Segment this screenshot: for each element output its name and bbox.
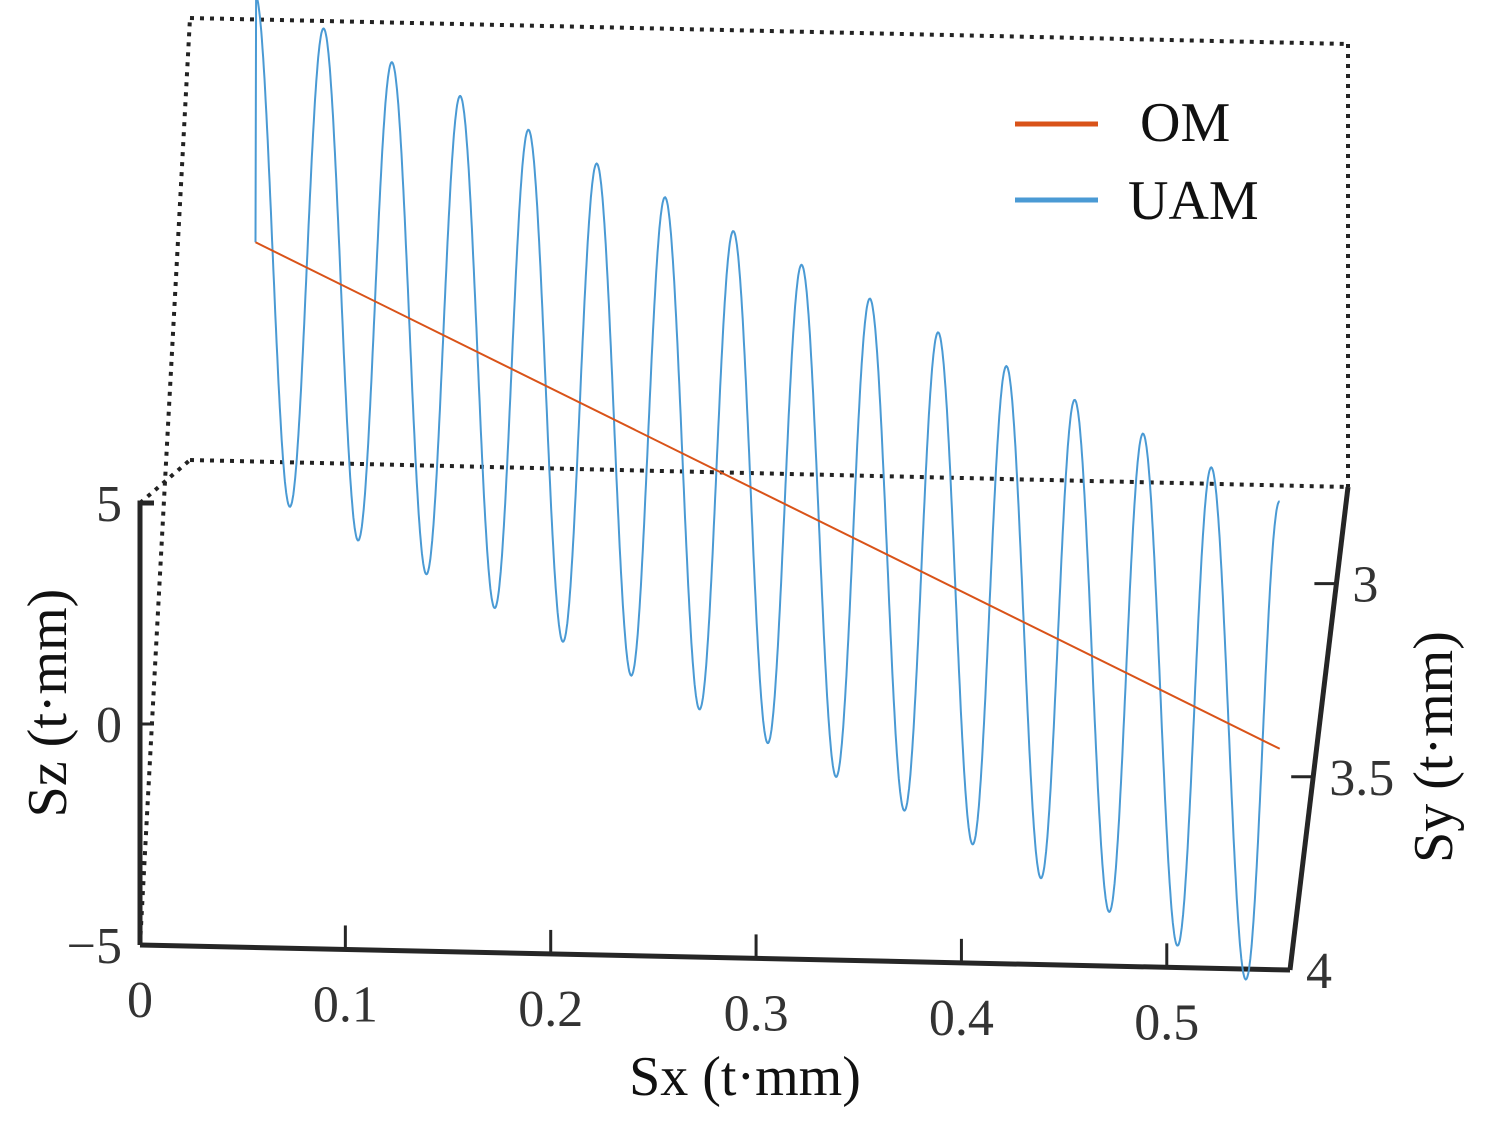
legend: OM UAM: [1015, 92, 1259, 232]
legend-label-uam: UAM: [1128, 170, 1259, 232]
tick-marks: [138, 501, 1337, 972]
box-edge-middle: [189, 458, 1349, 489]
sx-tick-label: 0.1: [313, 976, 378, 1033]
sy-axis-line: [1287, 486, 1351, 971]
series: [254, 0, 1281, 981]
sz-tick-label: 5: [96, 476, 122, 533]
sx-tick-label: 0: [127, 972, 153, 1029]
legend-label-om: OM: [1140, 92, 1230, 154]
sz-tick-label: −5: [67, 918, 122, 975]
box-edge-top-back: [189, 16, 1349, 46]
sy-tick-label: 3: [1352, 557, 1378, 614]
box-edge-left-front: [138, 17, 192, 946]
sy-tick-label: 4: [1306, 943, 1332, 1000]
sy-axis-title: Sy (t·mm): [1403, 631, 1465, 863]
bounding-box: [138, 16, 1350, 946]
sy-tick-label: 3.5: [1329, 750, 1394, 807]
sx-tick-label: 0.2: [518, 981, 583, 1038]
sz-tick-label: 0: [96, 697, 122, 754]
sx-tick-label: 0.5: [1134, 994, 1199, 1051]
uam-series-line: [254, 0, 1280, 981]
sx-axis-title: Sx (t·mm): [629, 1046, 861, 1108]
sx-tick-label: 0.4: [929, 990, 994, 1047]
sx-axis-line: [139, 942, 1291, 973]
axis-lines: [137, 486, 1351, 973]
om-series-line: [255, 241, 1281, 750]
sx-tick-label: 0.3: [724, 985, 789, 1042]
box-edge-left-inner: [138, 458, 192, 505]
sz-axis-title: Sz (t·mm): [17, 589, 79, 818]
